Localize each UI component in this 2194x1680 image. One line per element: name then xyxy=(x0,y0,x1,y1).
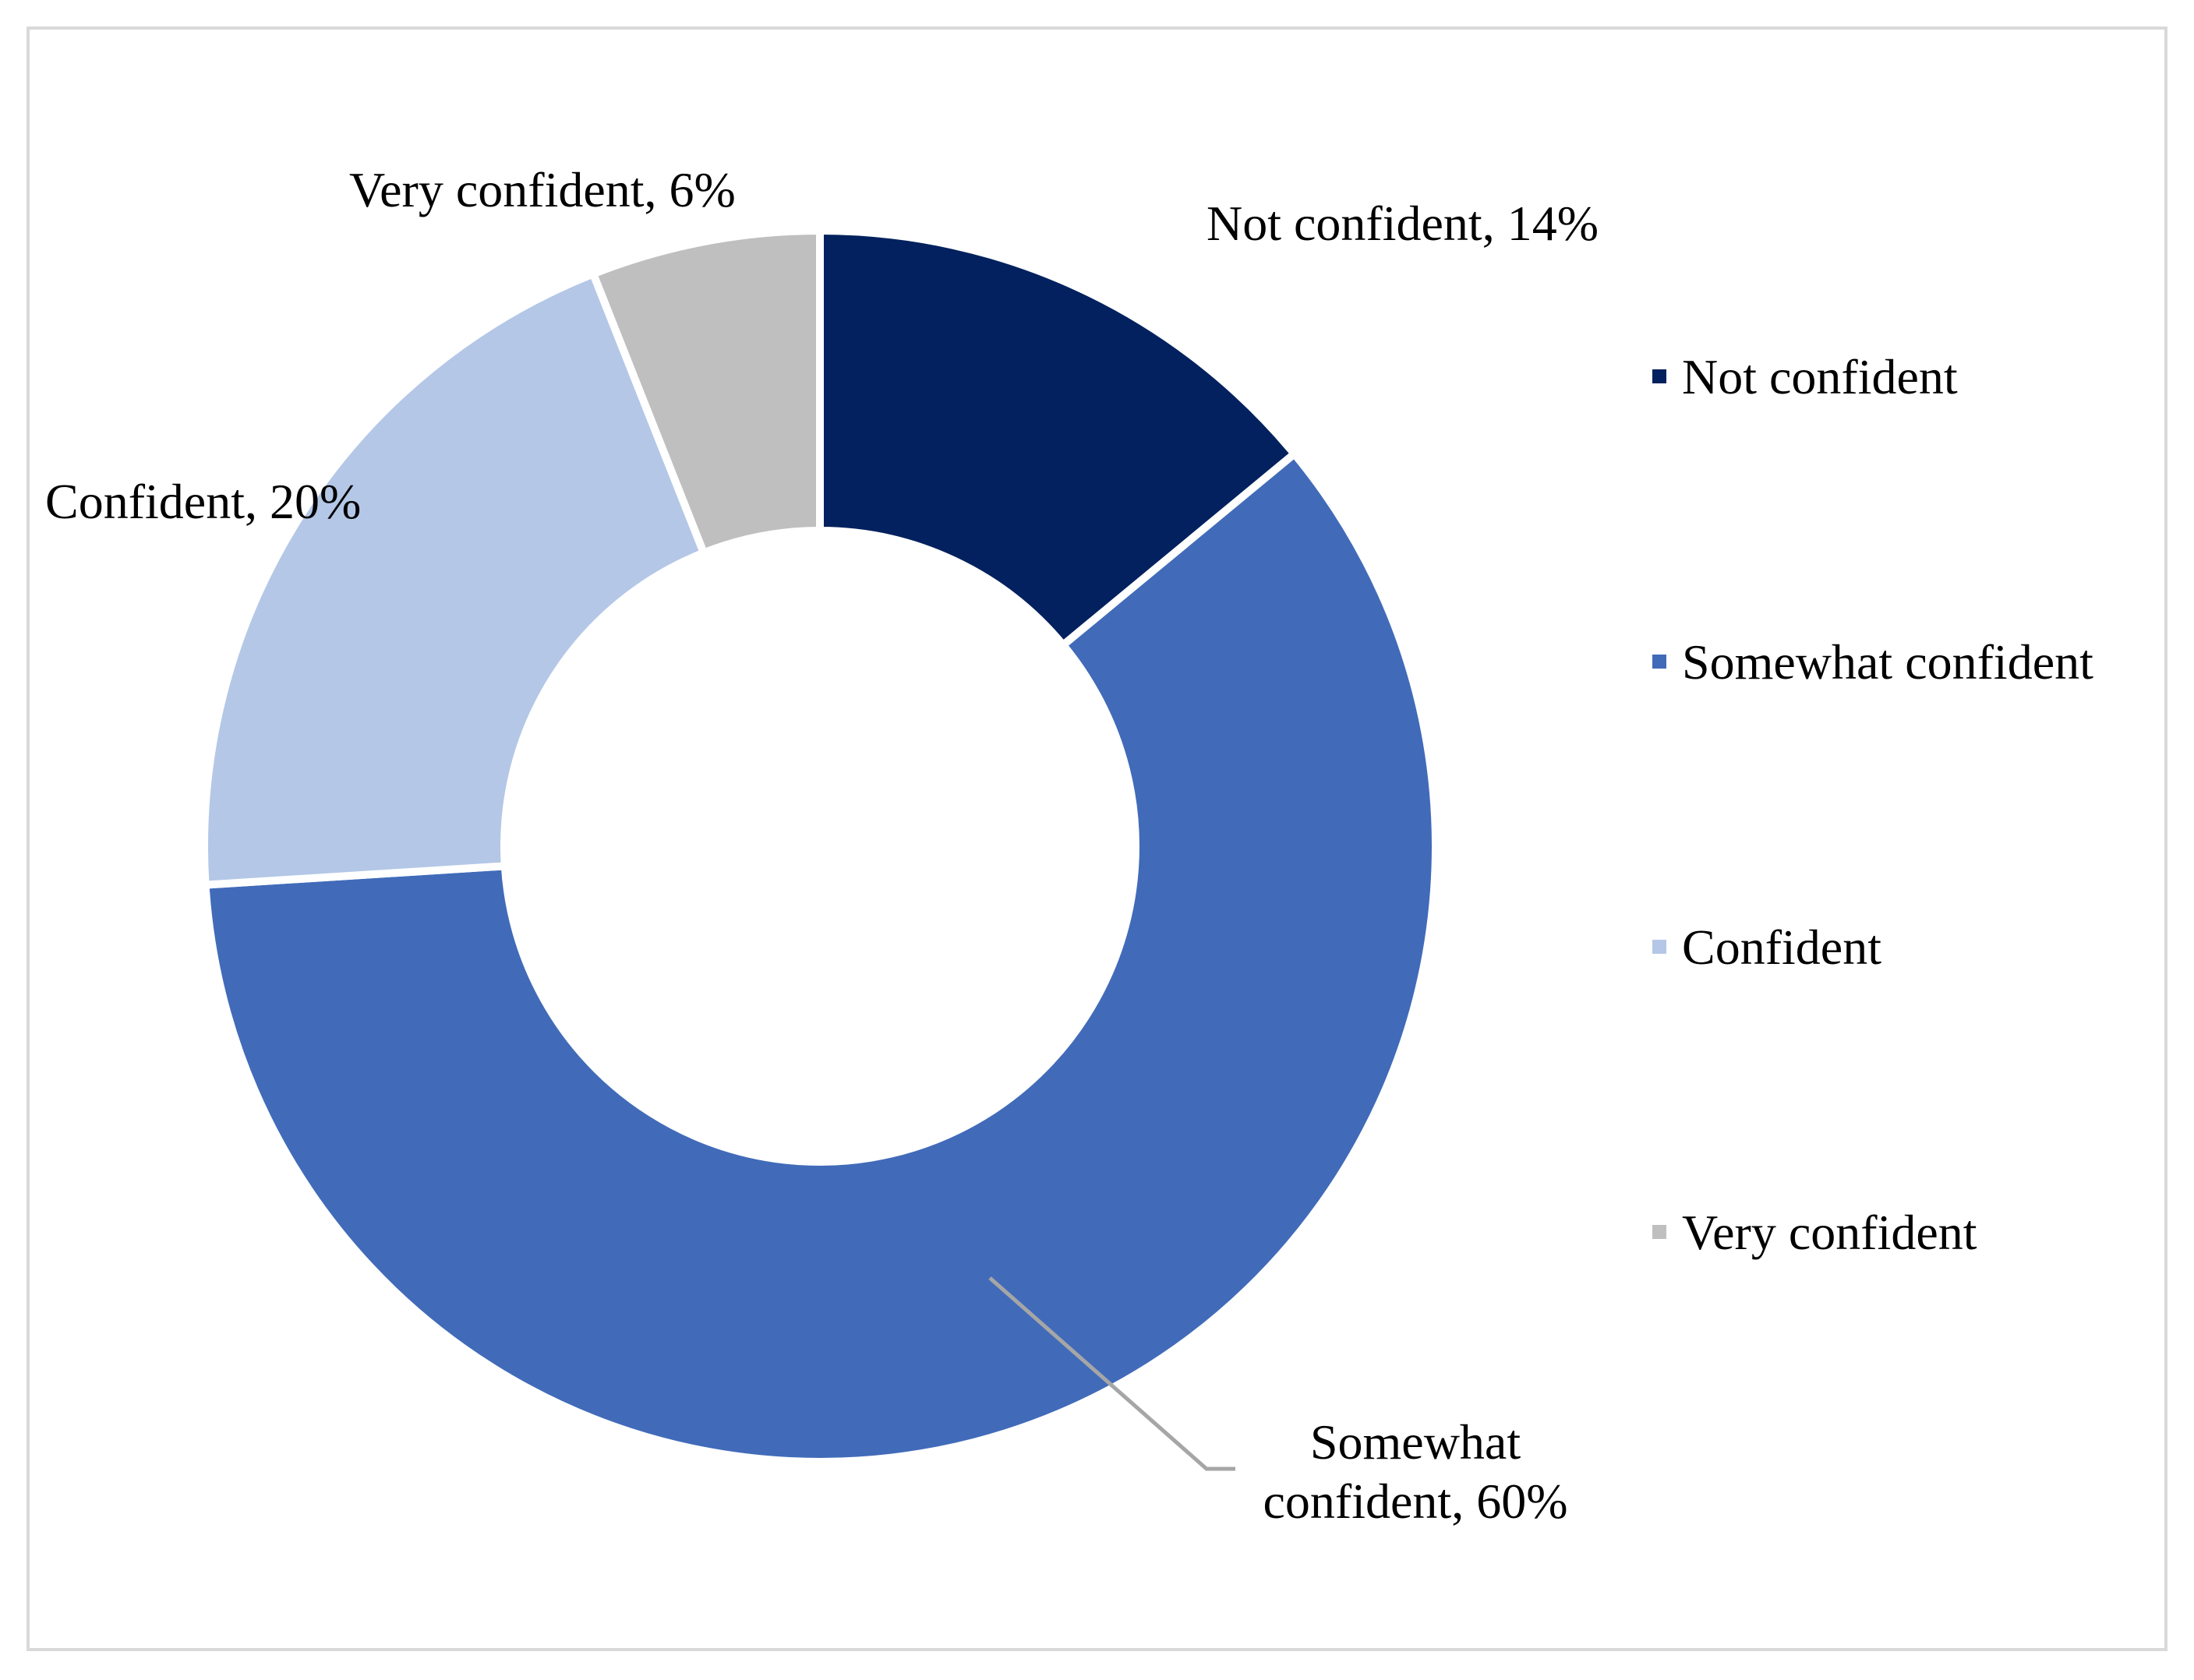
legend: Not confident Somewhat confident Confide… xyxy=(1652,349,2093,1260)
data-label-very-confident: Very confident, 6% xyxy=(349,162,736,217)
data-label-somewhat-confident-line2: confident, 60% xyxy=(1263,1474,1568,1529)
legend-label-confident: Confident xyxy=(1682,919,1881,975)
legend-label-very-confident: Very confident xyxy=(1682,1205,1977,1260)
donut-slices xyxy=(200,226,1440,1466)
slice-not-confident xyxy=(816,226,1300,651)
data-label-confident: Confident, 20% xyxy=(45,474,361,529)
legend-swatch-somewhat-confident xyxy=(1652,655,1666,669)
data-label-somewhat-confident-line1: Somewhat xyxy=(1310,1414,1521,1470)
data-labels: Not confident, 14% Very confident, 6% Co… xyxy=(45,162,1599,1529)
legend-label-not-confident: Not confident xyxy=(1682,349,1958,404)
data-label-not-confident: Not confident, 14% xyxy=(1207,196,1599,251)
legend-label-somewhat-confident: Somewhat confident xyxy=(1682,634,2093,690)
legend-swatch-not-confident xyxy=(1652,369,1666,383)
slice-very-confident xyxy=(588,226,824,558)
leader-line-somewhat-confident xyxy=(988,1276,1235,1471)
slice-somewhat-confident xyxy=(201,448,1440,1466)
legend-swatch-confident xyxy=(1652,940,1666,954)
slice-confident xyxy=(200,268,709,889)
legend-swatch-very-confident xyxy=(1652,1225,1666,1239)
